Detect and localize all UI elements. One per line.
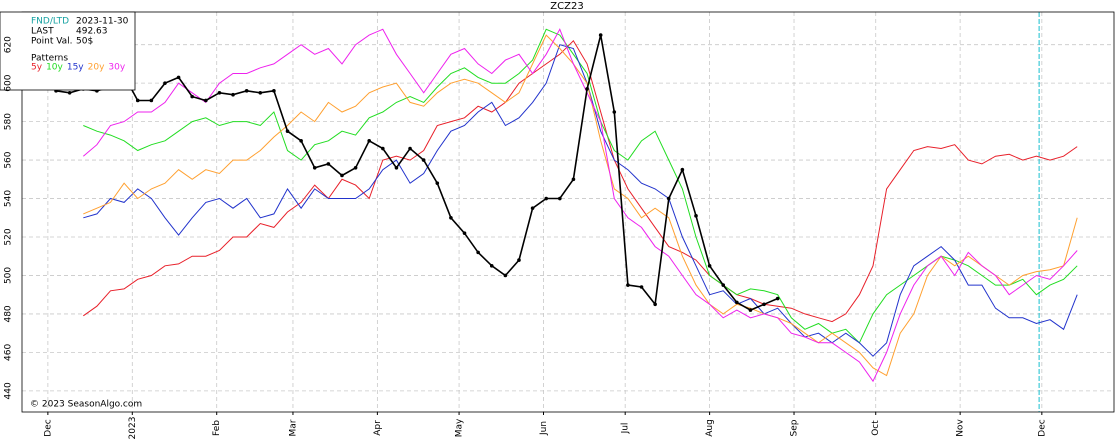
y-tick-label: 480 xyxy=(4,305,14,322)
price-point xyxy=(748,308,753,312)
price-point xyxy=(421,158,426,162)
series-line xyxy=(83,34,1078,377)
price-point xyxy=(340,173,344,178)
price-point xyxy=(694,214,698,218)
price-point xyxy=(244,89,249,93)
point-label: Point Val. xyxy=(31,37,73,47)
x-tick-label: May xyxy=(455,418,465,437)
copyright: © 2023 SeasonAlgo.com xyxy=(30,400,142,410)
legend-entry: 30y xyxy=(108,63,125,73)
x-tick-label: Dec xyxy=(1037,419,1047,436)
price-point xyxy=(176,75,181,80)
price-point xyxy=(735,300,739,305)
series-line xyxy=(83,28,1078,344)
legend-entry: 5y xyxy=(31,63,43,73)
price-point xyxy=(394,165,399,170)
fnd-label: FND/LTD xyxy=(31,17,69,27)
price-point xyxy=(653,302,657,307)
y-tick-label: 560 xyxy=(4,151,14,168)
price-point xyxy=(326,162,331,166)
price-point xyxy=(135,98,140,103)
legend-entry: 10y xyxy=(46,63,63,73)
legend: 5y 10y 15y 20y 30y xyxy=(31,63,126,73)
x-tick-label: Apr xyxy=(373,420,383,436)
x-tick-label: Oct xyxy=(871,420,881,436)
price-point xyxy=(285,129,290,134)
price-point xyxy=(544,196,549,201)
patterns-label: Patterns xyxy=(31,54,68,64)
last-label: LAST xyxy=(31,27,54,37)
legend-entry: 15y xyxy=(67,63,84,73)
price-point xyxy=(353,165,358,170)
x-tick-label: Jul xyxy=(621,423,631,435)
price-point xyxy=(558,196,562,201)
lines xyxy=(54,12,1078,412)
price-point xyxy=(149,98,154,103)
price-point xyxy=(367,139,372,143)
price-point xyxy=(190,94,194,99)
price-point xyxy=(272,89,276,93)
price-point xyxy=(639,285,644,289)
x-tick-label: Aug xyxy=(705,419,715,437)
y-tick-label: 440 xyxy=(4,382,14,399)
y-tick-label: 580 xyxy=(4,113,14,130)
legend-entry: 20y xyxy=(88,63,105,73)
price-point xyxy=(67,90,72,95)
x-tick-label: Sep xyxy=(790,419,800,436)
price-point xyxy=(571,177,576,182)
price-point xyxy=(489,264,494,268)
x-tick-label: Jun xyxy=(539,421,549,436)
x-tick-label: Dec xyxy=(43,419,53,436)
price-point xyxy=(476,250,480,255)
series-line xyxy=(83,44,1078,357)
y-tick-label: 600 xyxy=(4,74,14,91)
price-point xyxy=(408,146,412,151)
x-tick-label: Feb xyxy=(212,420,222,436)
price-point xyxy=(707,264,712,268)
price-point xyxy=(598,33,603,37)
price-point xyxy=(381,146,385,151)
price-point xyxy=(530,206,535,210)
fnd-value: 2023-11-30 xyxy=(76,17,129,27)
point-value: 50$ xyxy=(76,37,93,47)
info-frame xyxy=(0,11,136,91)
price-point xyxy=(762,302,766,307)
price-point xyxy=(585,87,589,91)
price-point xyxy=(312,165,317,170)
y-tick-label: 460 xyxy=(4,344,14,361)
chart-title: ZCZ23 xyxy=(550,1,583,12)
last-value: 492.63 xyxy=(76,27,108,37)
plot-frame xyxy=(21,11,1115,413)
price-point xyxy=(721,283,726,287)
price-point xyxy=(204,98,208,103)
price-point xyxy=(231,92,235,97)
price-point xyxy=(775,296,780,301)
price-point xyxy=(680,167,685,172)
y-tick-label: 520 xyxy=(4,228,14,245)
price-line xyxy=(55,34,779,311)
x-tick-label: 2023 xyxy=(128,417,138,440)
series-line xyxy=(82,28,1078,383)
price-point xyxy=(666,196,671,201)
price-point xyxy=(503,273,508,278)
price-point xyxy=(462,231,467,235)
price-point xyxy=(626,283,630,287)
price-point xyxy=(435,181,440,185)
price-point xyxy=(258,90,263,95)
price-point xyxy=(449,215,453,220)
price-point xyxy=(217,90,222,95)
y-tick-label: 540 xyxy=(4,190,14,207)
price-point xyxy=(517,258,521,262)
price-point xyxy=(612,110,617,114)
x-tick-label: Nov xyxy=(956,419,966,437)
price-point xyxy=(163,81,167,85)
info-box: FND/LTD 2023-11-30 LAST 492.63 Point Val… xyxy=(0,11,136,91)
series-line xyxy=(83,39,1078,323)
price-point xyxy=(299,139,303,143)
y-tick-label: 500 xyxy=(4,267,14,284)
y-tick-label: 620 xyxy=(4,36,14,53)
x-tick-label: Mar xyxy=(288,419,298,436)
